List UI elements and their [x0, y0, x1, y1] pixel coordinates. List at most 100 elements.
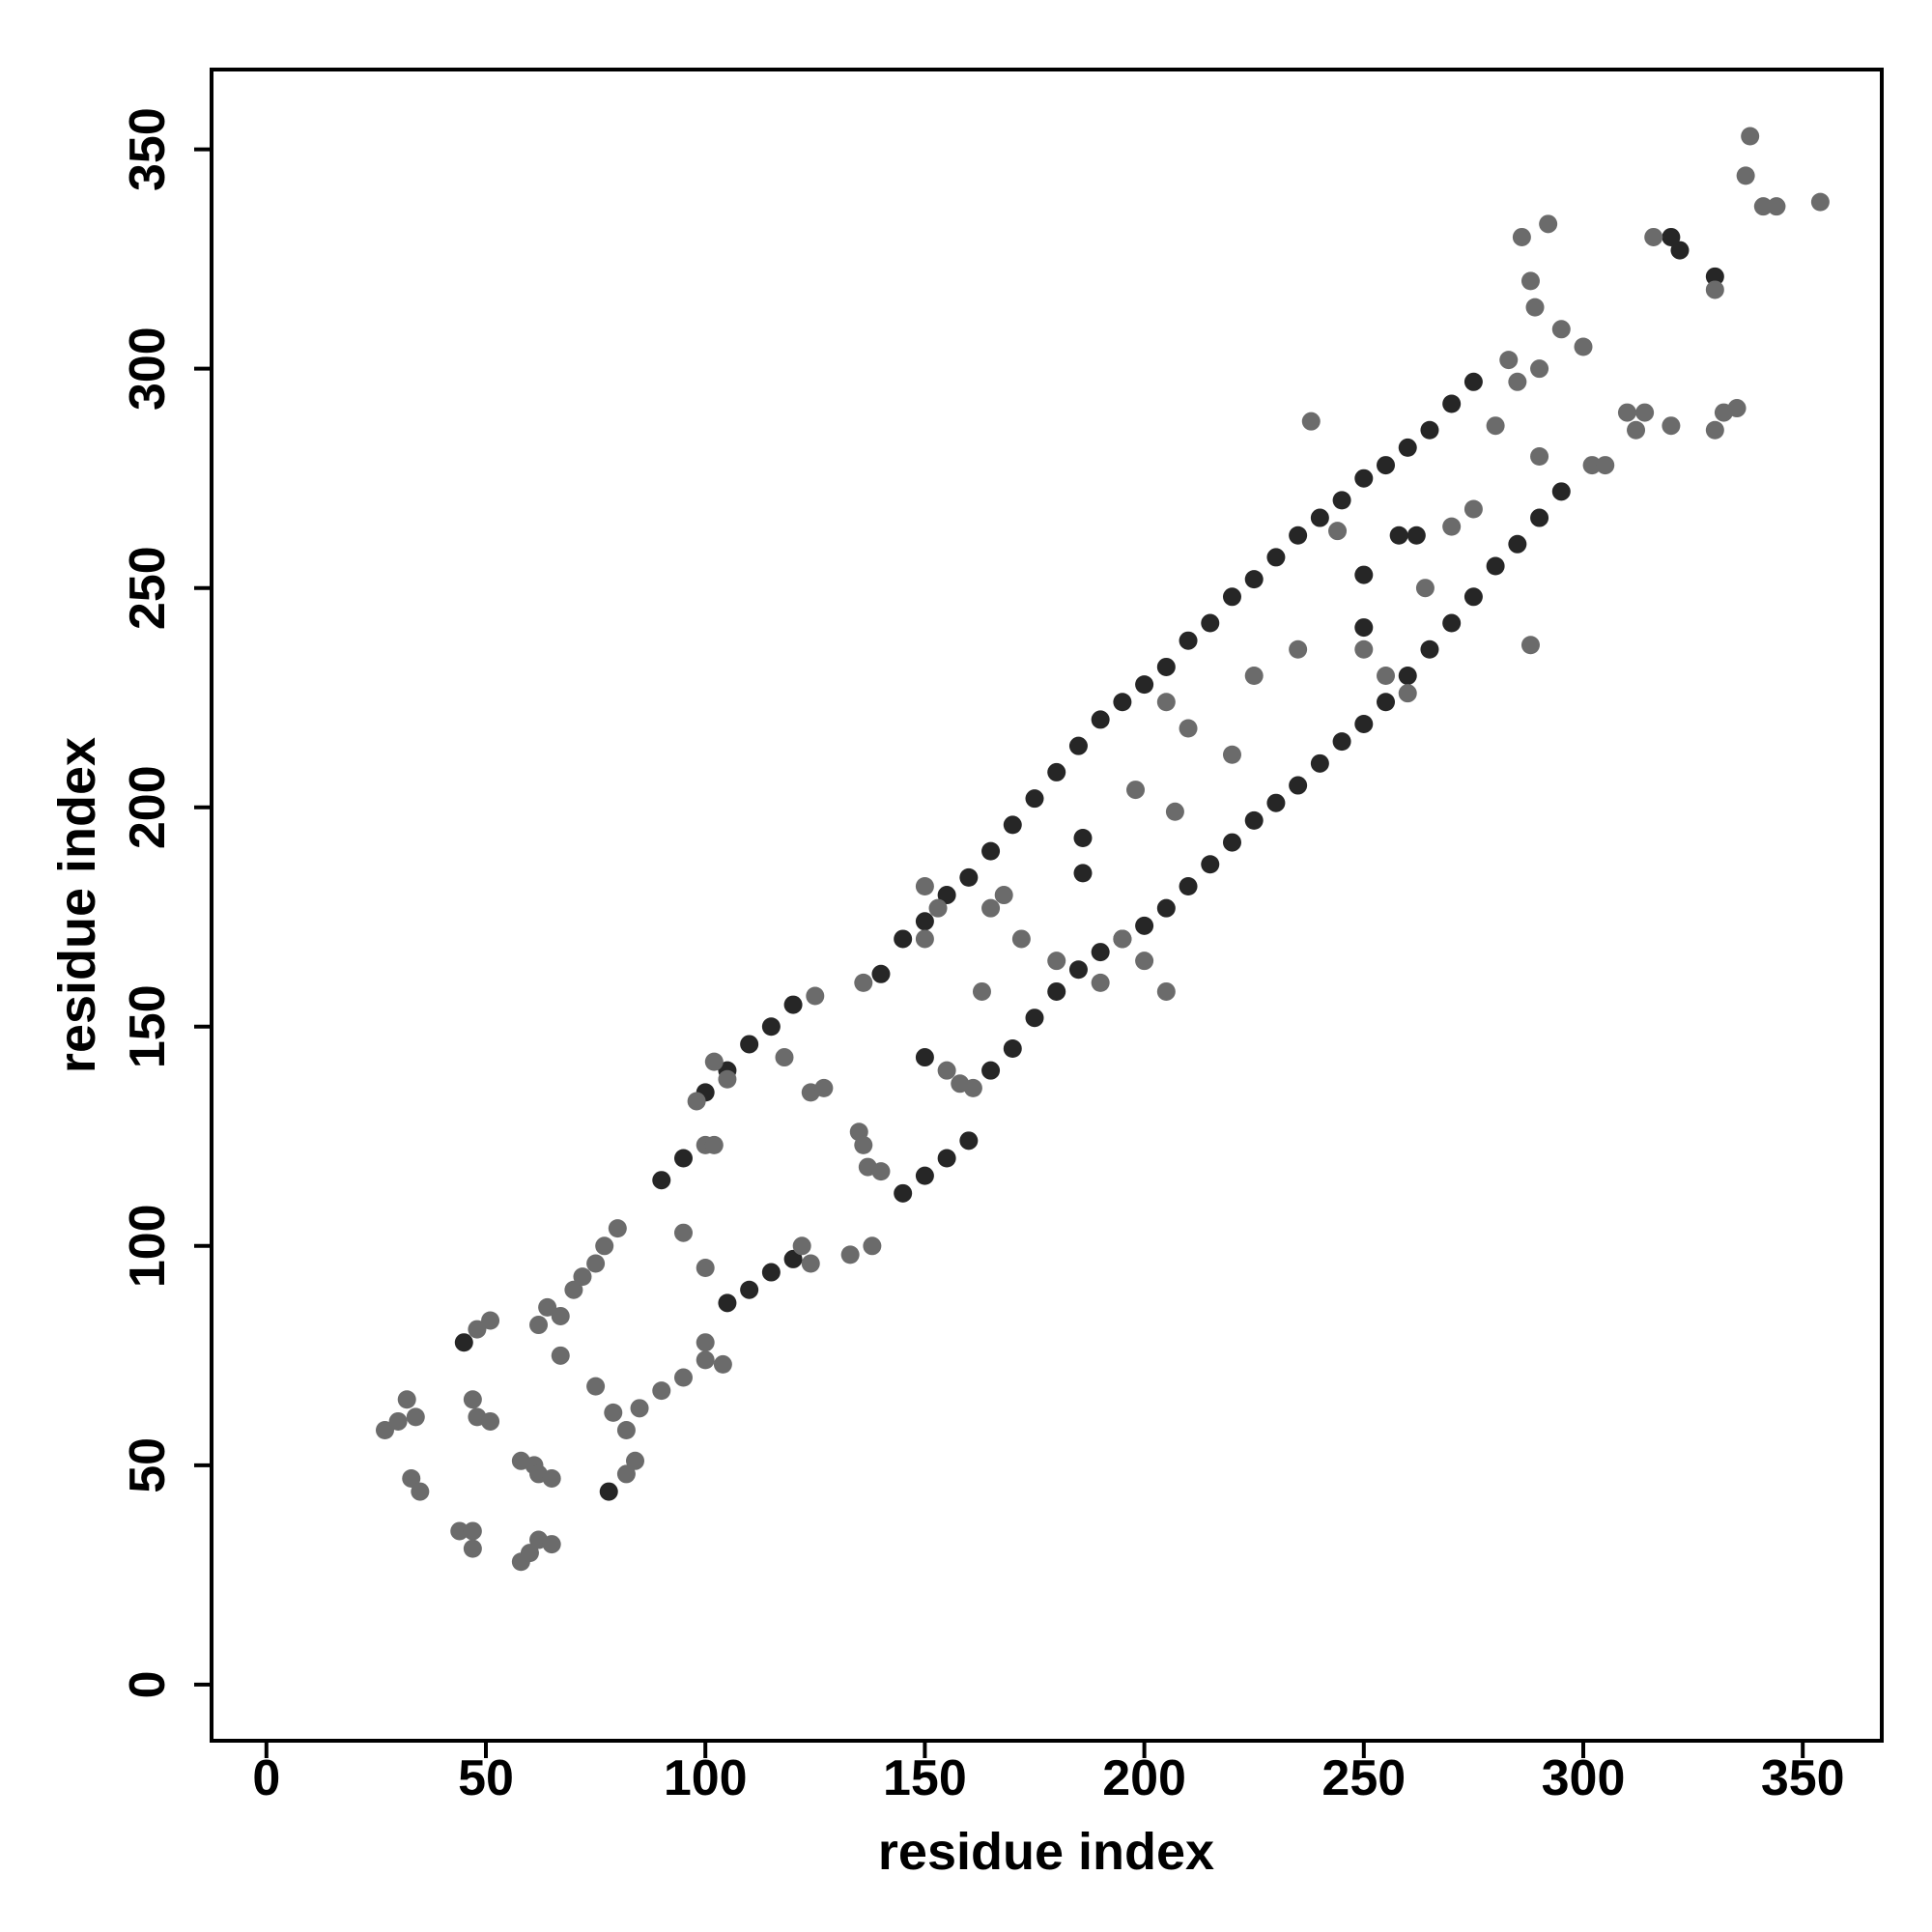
point	[806, 986, 825, 1006]
point	[1354, 469, 1374, 488]
point	[1091, 710, 1110, 729]
point	[937, 1149, 956, 1168]
point	[1201, 613, 1220, 633]
point	[1644, 227, 1663, 246]
point	[1741, 127, 1760, 146]
point	[1244, 810, 1264, 830]
point	[375, 1421, 394, 1440]
point	[761, 1263, 781, 1282]
point	[1551, 482, 1571, 501]
point	[1539, 214, 1558, 234]
y-axis-title: residue index	[48, 737, 106, 1073]
point	[1222, 745, 1241, 764]
point	[1135, 916, 1154, 935]
point	[959, 1131, 979, 1151]
point	[1377, 693, 1396, 712]
point	[915, 1048, 934, 1067]
point	[1617, 403, 1636, 422]
point	[854, 973, 873, 992]
point	[1179, 719, 1198, 738]
point	[1135, 675, 1154, 695]
point	[1068, 960, 1088, 980]
point	[1753, 197, 1773, 216]
point	[411, 1482, 430, 1501]
point	[1354, 639, 1374, 659]
x-tick-label: 100	[664, 1750, 748, 1806]
point	[1520, 636, 1540, 655]
point	[1091, 973, 1110, 992]
point	[625, 1451, 644, 1470]
plot-frame	[210, 68, 1884, 1743]
point	[520, 1544, 539, 1563]
x-tick-label: 50	[458, 1750, 514, 1806]
point	[1530, 446, 1549, 466]
points	[375, 127, 1830, 1572]
point	[1662, 227, 1681, 246]
point	[1289, 526, 1308, 545]
point	[463, 1539, 482, 1558]
point	[1525, 298, 1545, 317]
point	[450, 1521, 469, 1541]
point	[608, 1219, 627, 1238]
point	[1398, 667, 1417, 686]
point	[468, 1320, 487, 1339]
point	[718, 1293, 737, 1313]
point	[981, 1061, 1001, 1080]
point	[1289, 776, 1308, 795]
point	[894, 929, 913, 949]
point	[463, 1521, 482, 1541]
point	[854, 1135, 873, 1154]
point	[1156, 657, 1176, 676]
point	[1179, 631, 1198, 650]
point	[538, 1297, 557, 1317]
point	[1201, 855, 1220, 874]
point	[894, 1183, 913, 1203]
point	[1530, 508, 1549, 527]
point	[1727, 399, 1747, 418]
point	[1420, 639, 1439, 659]
point	[1582, 456, 1602, 475]
y-tick-label: 50	[120, 1437, 176, 1493]
y-tick-label: 0	[120, 1670, 176, 1698]
y-tick-label: 150	[120, 984, 176, 1068]
point	[937, 886, 956, 905]
point	[1003, 815, 1022, 835]
point	[1670, 241, 1690, 260]
point	[1398, 438, 1417, 457]
point	[402, 1468, 421, 1488]
point	[673, 1223, 693, 1242]
point	[463, 1390, 482, 1409]
point	[972, 981, 991, 1001]
point	[963, 1078, 982, 1097]
point	[1354, 714, 1374, 733]
point	[1499, 351, 1519, 370]
x-tick-label: 0	[252, 1750, 280, 1806]
point	[551, 1346, 570, 1365]
point	[542, 1468, 561, 1488]
x-tick-label: 200	[1102, 1750, 1186, 1806]
point	[1530, 359, 1549, 379]
point	[1266, 548, 1286, 567]
point	[1705, 280, 1724, 299]
point	[564, 1280, 583, 1299]
point	[406, 1407, 425, 1427]
point	[1442, 394, 1462, 413]
point	[871, 964, 891, 983]
point	[1508, 372, 1527, 391]
point	[616, 1464, 636, 1484]
point	[1420, 420, 1439, 440]
point	[704, 1052, 724, 1071]
point	[1662, 416, 1681, 436]
point	[673, 1149, 693, 1168]
point	[1091, 943, 1110, 962]
point	[1266, 793, 1286, 812]
point	[1047, 762, 1066, 781]
x-axis-title: residue index	[878, 1823, 1214, 1881]
point	[792, 1236, 811, 1256]
point	[595, 1236, 614, 1256]
point	[1574, 337, 1593, 356]
point	[1705, 420, 1724, 440]
point	[783, 995, 803, 1014]
point	[1025, 789, 1044, 809]
